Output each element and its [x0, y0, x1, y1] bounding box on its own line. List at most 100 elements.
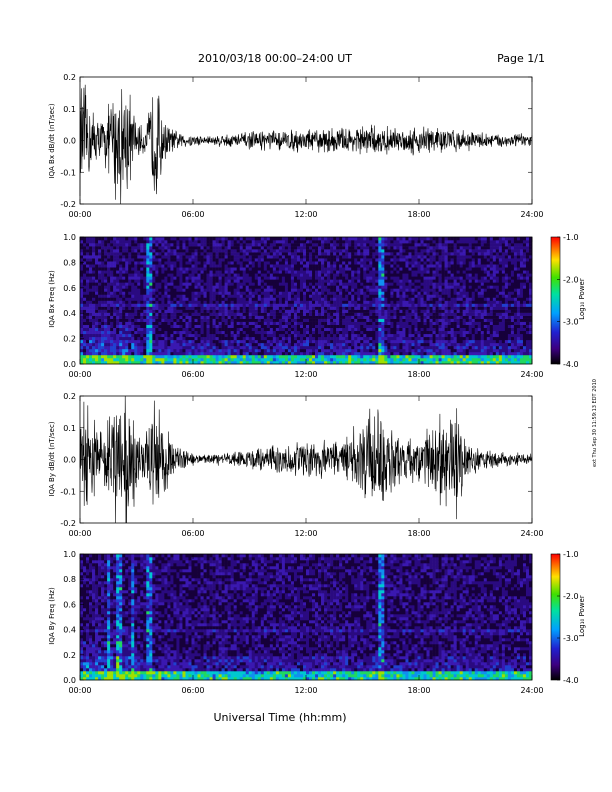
chart-title: 2010/03/18 00:00–24:00 UT: [197, 52, 353, 65]
spectrogram-cell: [95, 267, 99, 271]
spectrogram-cell: [375, 264, 379, 268]
spectrogram-cell: [269, 342, 274, 347]
spectrogram-cell: [339, 258, 343, 262]
spectrogram-cell: [296, 324, 301, 329]
spectrogram-cell: [224, 300, 228, 304]
spectrogram-cell: [302, 345, 307, 350]
spectrogram-cell: [360, 240, 364, 244]
spectrogram-cell: [149, 243, 153, 247]
spectrogram-cell: [155, 252, 159, 256]
spectrogram-cell: [230, 246, 234, 250]
spectrogram-cell: [321, 258, 325, 262]
spectrogram-cell: [179, 345, 183, 350]
spectrogram-cell: [312, 237, 316, 241]
spectrogram-cell: [318, 330, 322, 335]
spectrogram-cell: [107, 246, 111, 250]
spectrogram-cell: [306, 243, 310, 247]
spectrogram-cell: [272, 252, 277, 256]
spectrogram-cell: [312, 240, 316, 244]
spectrogram-cell: [182, 351, 186, 356]
spectrogram-cell: [396, 336, 400, 341]
spectrogram-cell: [254, 258, 259, 262]
spectrogram-cell: [143, 279, 147, 283]
spectrogram-cell: [242, 240, 247, 244]
spectrogram-cell: [95, 249, 99, 253]
spectrogram-cell: [281, 306, 286, 310]
spectrogram-cell: [281, 243, 286, 247]
spectrogram-cell: [336, 294, 340, 298]
spectrogram-cell: [233, 351, 237, 356]
spectrogram-cell: [269, 315, 274, 319]
spectrogram-cell: [110, 261, 114, 265]
spectrogram-cell: [92, 276, 96, 280]
spectrogram-cell: [360, 285, 364, 289]
spectrogram-cell: [221, 324, 225, 329]
spectrogram-cell: [309, 270, 313, 274]
spectrogram-cell: [324, 279, 328, 283]
spectrogram-cell: [390, 255, 394, 259]
spectrogram-cell: [191, 354, 195, 359]
spectrogram-cell: [104, 294, 108, 298]
spectrogram-cell: [161, 333, 165, 338]
spectrogram-cell: [206, 351, 210, 356]
spectrogram-cell: [402, 327, 406, 332]
spectrogram-cell: [89, 243, 93, 247]
spectrogram-cell: [420, 336, 424, 341]
spectrogram-cell: [420, 276, 424, 280]
spectrogram-cell: [372, 249, 376, 253]
spectrogram-cell: [113, 243, 117, 247]
spectrogram-cell: [212, 348, 216, 353]
spectrogram-cell: [104, 339, 108, 344]
spectrogram-cell: [167, 249, 171, 253]
spectrogram-cell: [281, 267, 286, 271]
spectrogram-cell: [426, 240, 430, 244]
spectrogram-cell: [191, 309, 195, 313]
spectrogram-cell: [134, 282, 138, 286]
spectrogram-cell: [101, 252, 105, 256]
spectrogram-cell: [372, 294, 376, 298]
spectrogram-cell: [122, 354, 126, 359]
spectrogram-cell: [95, 285, 99, 289]
spectrogram-cell: [239, 315, 244, 319]
spectrogram-cell: [345, 285, 349, 289]
spectrogram-cell: [315, 345, 319, 350]
spectrogram-cell: [339, 300, 343, 304]
spectrogram-cell: [245, 324, 250, 329]
spectrogram-cell: [170, 360, 174, 365]
spectrogram-cell: [149, 261, 153, 265]
spectrogram-cell: [131, 249, 135, 253]
spectrogram-cell: [302, 291, 307, 295]
spectrogram-cell: [324, 240, 328, 244]
spectrogram-cell: [348, 321, 352, 325]
spectrogram-cell: [345, 276, 349, 280]
spectrogram-cell: [306, 324, 310, 329]
spectrogram-cell: [83, 327, 87, 332]
spectrogram-cell: [122, 297, 126, 301]
spectrogram-cell: [113, 333, 117, 338]
spectrogram-cell: [287, 294, 292, 298]
spectrogram-cell: [200, 294, 204, 298]
spectrogram-cell: [399, 240, 403, 244]
spectrogram-cell: [321, 342, 325, 347]
spectrogram-cell: [423, 309, 427, 313]
spectrogram-cell: [327, 345, 331, 350]
spectrogram-cell: [384, 333, 388, 338]
spectrogram-cell: [420, 258, 424, 262]
spectrogram-cell: [299, 315, 304, 319]
spectrogram-cell: [327, 342, 331, 347]
spectrogram-cell: [381, 342, 385, 347]
spectrogram-cell: [80, 327, 84, 332]
spectrogram-cell: [296, 240, 301, 244]
spectrogram-cell: [215, 282, 219, 286]
spectrogram-cell: [342, 303, 346, 307]
spectrogram-cell: [281, 240, 286, 244]
spectrogram-cell: [426, 249, 430, 253]
spectrogram-cell: [324, 315, 328, 319]
spectrogram-cell: [324, 252, 328, 256]
spectrogram-cell: [342, 327, 346, 332]
spectrogram-cell: [251, 312, 256, 316]
spectrogram-cell: [92, 339, 96, 344]
spectrogram-cell: [411, 297, 415, 301]
spectrogram-cell: [233, 315, 237, 319]
spectrogram-cell: [408, 318, 412, 322]
